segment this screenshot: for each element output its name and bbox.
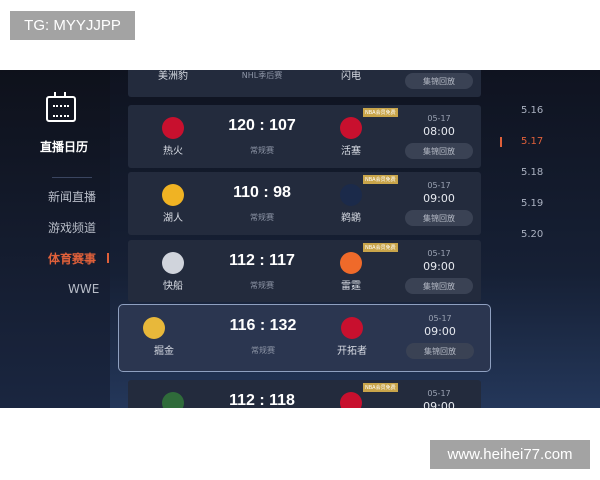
sidebar-item-wwe[interactable]: WWE xyxy=(68,282,100,296)
replay-button[interactable]: 集锦回放 xyxy=(405,210,473,226)
home-team-logo-icon xyxy=(143,317,165,339)
away-team-logo-icon xyxy=(340,117,362,139)
game-type: 常规赛 xyxy=(250,213,274,222)
game-type: 常规赛 xyxy=(250,281,274,290)
game-card[interactable]: 热火 120 : 107 常规赛 活塞 NBA会员免费 05-17 08:00 … xyxy=(128,105,481,168)
home-team-logo-icon xyxy=(162,184,184,206)
home-team-name: 快船 xyxy=(163,281,183,292)
game-time: 09:00 xyxy=(423,260,455,273)
home-team-name: 掘金 xyxy=(154,346,174,357)
away-team-name: 雷霆 xyxy=(341,281,361,292)
score: 112 : 118 xyxy=(229,392,295,408)
date-item[interactable]: 5.20 xyxy=(521,229,544,240)
replay-button[interactable]: 集锦回放 xyxy=(405,73,473,89)
away-team-name: 活塞 xyxy=(341,146,361,157)
game-card[interactable]: 快船 112 : 117 常规赛 雷霆 NBA会员免费 05-17 09:00 … xyxy=(128,240,481,302)
sidebar-title: 直播日历 xyxy=(40,140,89,154)
app-window: 直播日历 新闻直播 游戏频道 体育赛事 WWE 美洲豹 NHL季后赛 闪电 集锦… xyxy=(0,70,600,408)
date-item[interactable]: 5.16 xyxy=(521,105,544,116)
watermark-bottom: www.heihei77.com xyxy=(430,440,590,469)
home-team-name: 湖人 xyxy=(163,213,183,224)
date-item-active[interactable]: 5.17 xyxy=(521,136,544,147)
away-team-name: 开拓者 xyxy=(337,346,367,357)
game-time: 09:00 xyxy=(423,400,455,408)
score: 116 : 132 xyxy=(229,317,297,334)
away-team-logo-icon xyxy=(340,392,362,408)
game-card[interactable]: 美洲豹 NHL季后赛 闪电 集锦回放 xyxy=(128,70,481,97)
watermark-top: TG: MYYJJPP xyxy=(10,11,135,40)
score: 112 : 117 xyxy=(229,252,295,269)
sidebar-item-sports[interactable]: 体育赛事 xyxy=(48,252,97,266)
member-badge: NBA会员免费 xyxy=(363,108,398,117)
away-team-logo-icon xyxy=(340,184,362,206)
game-type: 常规赛 xyxy=(250,146,274,155)
game-date: 05-17 xyxy=(427,181,451,190)
replay-button[interactable]: 集锦回放 xyxy=(405,278,473,294)
game-date: 05-17 xyxy=(427,114,451,123)
away-team-logo-icon xyxy=(340,252,362,274)
game-date: 05-17 xyxy=(428,314,452,323)
member-badge: NBA会员免费 xyxy=(363,243,398,252)
replay-button[interactable]: 集锦回放 xyxy=(406,343,474,359)
score: 110 : 98 xyxy=(233,184,291,201)
sidebar-item-news[interactable]: 新闻直播 xyxy=(48,190,97,204)
game-date: 05-17 xyxy=(427,389,451,398)
game-date: 05-17 xyxy=(427,249,451,258)
game-time: 09:00 xyxy=(423,192,455,205)
member-badge: NBA会员免费 xyxy=(363,383,398,392)
game-card[interactable]: 112 : 118 NBA会员免费 05-17 09:00 xyxy=(128,380,481,408)
away-team-name: 闪电 xyxy=(341,71,361,82)
member-badge: NBA会员免费 xyxy=(363,175,398,184)
calendar-icon xyxy=(46,92,76,122)
score: 120 : 107 xyxy=(228,117,296,134)
sidebar: 直播日历 新闻直播 游戏频道 体育赛事 WWE xyxy=(0,70,110,408)
game-type: NHL季后赛 xyxy=(241,71,283,80)
replay-button[interactable]: 集锦回放 xyxy=(405,143,473,159)
date-item[interactable]: 5.18 xyxy=(521,167,544,178)
active-indicator xyxy=(107,253,109,263)
game-type: 常规赛 xyxy=(251,346,275,355)
game-time: 08:00 xyxy=(423,125,455,138)
sidebar-item-games[interactable]: 游戏频道 xyxy=(48,221,97,235)
home-team-name: 美洲豹 xyxy=(158,71,188,82)
game-card[interactable]: 湖人 110 : 98 常规赛 鹈鹕 NBA会员免费 05-17 09:00 集… xyxy=(128,172,481,235)
game-card[interactable]: 掘金 116 : 132 常规赛 开拓者 05-17 09:00 集锦回放 xyxy=(118,304,491,372)
away-team-logo-icon xyxy=(341,317,363,339)
date-item[interactable]: 5.19 xyxy=(521,198,544,209)
home-team-logo-icon xyxy=(162,252,184,274)
date-indicator xyxy=(500,137,502,147)
home-team-name: 热火 xyxy=(163,146,183,157)
game-time: 09:00 xyxy=(424,325,456,338)
away-team-name: 鹈鹕 xyxy=(341,213,361,224)
divider xyxy=(52,177,92,178)
home-team-logo-icon xyxy=(162,392,184,408)
home-team-logo-icon xyxy=(162,117,184,139)
